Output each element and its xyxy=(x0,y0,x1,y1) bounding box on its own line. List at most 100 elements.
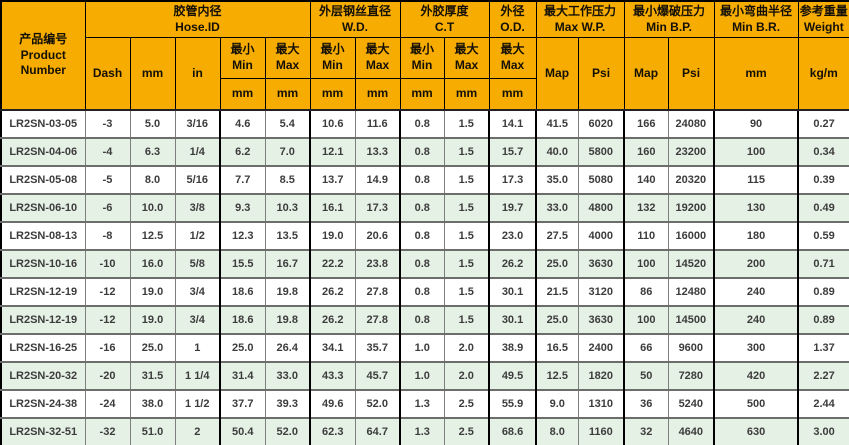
cell-id_mm: 31.5 xyxy=(129,361,176,391)
header-od-max: 最大 Max xyxy=(488,37,537,79)
cell-dash: -4 xyxy=(84,137,131,167)
header-wp-map: Map xyxy=(535,37,579,111)
cell-wp_psi: 2400 xyxy=(577,333,625,363)
cell-bp_psi: 20320 xyxy=(667,165,715,195)
cell-wd_min_mm: 22.2 xyxy=(309,249,356,279)
cell-bp_psi: 5240 xyxy=(667,389,715,419)
cell-product: LR2SN-16-25 xyxy=(0,333,86,363)
cell-wd_min_mm: 12.1 xyxy=(309,137,356,167)
header-ct-max: 最大 Max xyxy=(443,37,490,79)
cell-wd_min_mm: 16.1 xyxy=(309,193,356,223)
cell-wp_psi: 5080 xyxy=(577,165,625,195)
cell-dash: -32 xyxy=(84,417,131,445)
cell-bp_psi: 14520 xyxy=(667,249,715,279)
cell-id_min_mm: 7.7 xyxy=(219,165,266,195)
cell-id_in: 3/16 xyxy=(174,109,221,139)
cell-id_in: 1 1/4 xyxy=(174,361,221,391)
cell-ct_min_mm: 1.0 xyxy=(399,361,445,391)
cell-product: LR2SN-10-16 xyxy=(0,249,86,279)
header-wd-min: 最小 Min xyxy=(309,37,356,79)
cell-od_max_mm: 26.2 xyxy=(488,249,537,279)
cell-br_mm: 630 xyxy=(713,417,799,445)
cell-dash: -6 xyxy=(84,193,131,223)
cell-id_min_mm: 37.7 xyxy=(219,389,266,419)
cell-bp_psi: 7280 xyxy=(667,361,715,391)
cell-wd_min_mm: 26.2 xyxy=(309,305,356,335)
cell-id_in: 1/4 xyxy=(174,137,221,167)
cell-dash: -16 xyxy=(84,333,131,363)
header-group-cover-thickness: 外胶厚度 C.T xyxy=(399,0,490,38)
cell-bp_psi: 24080 xyxy=(667,109,715,139)
cell-id_in: 2 xyxy=(174,417,221,445)
cell-bp_psi: 4640 xyxy=(667,417,715,445)
table-row: LR2SN-08-13 -8 12.5 1/2 12.3 13.5 19.0 20.6 0.8 1… xyxy=(0,221,849,251)
cell-od_max_mm: 19.7 xyxy=(488,193,537,223)
cell-bp_map: 100 xyxy=(623,249,669,279)
cell-product: LR2SN-24-38 xyxy=(0,389,86,419)
cell-wp_map: 35.0 xyxy=(535,165,579,195)
cell-od_max_mm: 30.1 xyxy=(488,305,537,335)
cell-id_mm: 19.0 xyxy=(129,305,176,335)
cell-id_in: 3/4 xyxy=(174,277,221,307)
cell-wd_max_mm: 64.7 xyxy=(354,417,401,445)
cell-bp_map: 100 xyxy=(623,305,669,335)
cell-ct_min_mm: 1.3 xyxy=(399,417,445,445)
cell-wd_max_mm: 27.8 xyxy=(354,305,401,335)
cell-br_mm: 180 xyxy=(713,221,799,251)
header-wd-max: 最大 Max xyxy=(354,37,401,79)
header-group-hose-id: 胶管内径 Hose.ID xyxy=(84,0,311,38)
cell-br_mm: 130 xyxy=(713,193,799,223)
cell-ct_max_mm: 1.5 xyxy=(443,305,490,335)
cell-wd_max_mm: 17.3 xyxy=(354,193,401,223)
cell-wp_map: 21.5 xyxy=(535,277,579,307)
cell-dash: -12 xyxy=(84,305,131,335)
cell-weight_kgm: 0.89 xyxy=(797,305,849,335)
table-row: LR2SN-06-10 -6 10.0 3/8 9.3 10.3 16.1 17.3 0.8 1.… xyxy=(0,193,849,223)
cell-wp_psi: 4000 xyxy=(577,221,625,251)
cell-weight_kgm: 0.49 xyxy=(797,193,849,223)
cell-br_mm: 300 xyxy=(713,333,799,363)
cell-id_max_mm: 19.8 xyxy=(264,277,311,307)
header-ct-max-unit: mm xyxy=(443,78,490,111)
cell-id_min_mm: 4.6 xyxy=(219,109,266,139)
cell-weight_kgm: 0.39 xyxy=(797,165,849,195)
cell-id_mm: 12.5 xyxy=(129,221,176,251)
cell-id_mm: 6.3 xyxy=(129,137,176,167)
cell-wp_map: 25.0 xyxy=(535,305,579,335)
cell-ct_min_mm: 0.8 xyxy=(399,305,445,335)
cell-product: LR2SN-04-06 xyxy=(0,137,86,167)
cell-ct_max_mm: 2.0 xyxy=(443,333,490,363)
cell-product: LR2SN-03-05 xyxy=(0,109,86,139)
cell-wp_psi: 5800 xyxy=(577,137,625,167)
cell-product: LR2SN-08-13 xyxy=(0,221,86,251)
cell-id_in: 1/2 xyxy=(174,221,221,251)
header-wd-max-unit: mm xyxy=(354,78,401,111)
header-id-in: in xyxy=(174,37,221,111)
header-id-max: 最大 Max xyxy=(264,37,311,79)
cell-br_mm: 115 xyxy=(713,165,799,195)
cell-id_max_mm: 5.4 xyxy=(264,109,311,139)
header-id-min-unit: mm xyxy=(219,78,266,111)
cell-id_max_mm: 39.3 xyxy=(264,389,311,419)
cell-wp_psi: 1160 xyxy=(577,417,625,445)
cell-id_mm: 51.0 xyxy=(129,417,176,445)
cell-id_mm: 5.0 xyxy=(129,109,176,139)
cell-id_in: 5/16 xyxy=(174,165,221,195)
cell-wd_max_mm: 52.0 xyxy=(354,389,401,419)
header-id-mm: mm xyxy=(129,37,176,111)
header-ct-min-unit: mm xyxy=(399,78,445,111)
cell-id_min_mm: 9.3 xyxy=(219,193,266,223)
cell-weight_kgm: 0.34 xyxy=(797,137,849,167)
cell-id_min_mm: 12.3 xyxy=(219,221,266,251)
cell-wd_min_mm: 49.6 xyxy=(309,389,356,419)
cell-wp_map: 41.5 xyxy=(535,109,579,139)
cell-od_max_mm: 17.3 xyxy=(488,165,537,195)
header-row-groups: 产品编号 Product Number 胶管内径 Hose.ID 外层钢丝直径 … xyxy=(0,0,849,111)
cell-id_mm: 25.0 xyxy=(129,333,176,363)
cell-id_max_mm: 8.5 xyxy=(264,165,311,195)
cell-product: LR2SN-06-10 xyxy=(0,193,86,223)
cell-wd_min_mm: 10.6 xyxy=(309,109,356,139)
header-od-max-unit: mm xyxy=(488,78,537,111)
table-row: LR2SN-03-05 -3 5.0 3/16 4.6 5.4 10.6 11.6 0.8 1.5… xyxy=(0,109,849,139)
cell-ct_min_mm: 0.8 xyxy=(399,109,445,139)
